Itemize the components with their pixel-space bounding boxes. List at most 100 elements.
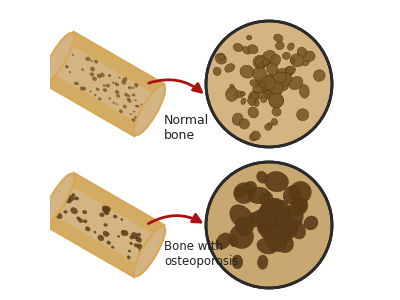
Ellipse shape [96,88,99,91]
Ellipse shape [103,231,109,237]
Ellipse shape [262,88,270,96]
Polygon shape [70,33,162,94]
Circle shape [206,162,332,288]
Ellipse shape [131,232,138,239]
Ellipse shape [278,73,292,86]
Ellipse shape [276,42,284,50]
Ellipse shape [75,196,79,200]
Ellipse shape [90,72,94,76]
Ellipse shape [230,224,254,248]
Ellipse shape [297,47,307,58]
Ellipse shape [56,213,62,219]
Ellipse shape [262,50,276,64]
Ellipse shape [78,218,83,223]
Ellipse shape [121,230,128,236]
Ellipse shape [277,206,303,230]
Ellipse shape [257,171,268,183]
Ellipse shape [100,73,104,77]
Ellipse shape [266,82,272,87]
Ellipse shape [106,241,111,245]
Ellipse shape [120,218,123,221]
Ellipse shape [265,124,272,130]
Ellipse shape [272,118,278,125]
Ellipse shape [82,87,86,90]
Ellipse shape [272,215,298,242]
Ellipse shape [121,80,126,85]
Ellipse shape [258,81,270,92]
Ellipse shape [270,54,280,66]
Ellipse shape [118,76,120,79]
Ellipse shape [94,231,96,233]
Ellipse shape [286,70,293,76]
Ellipse shape [132,93,135,96]
Ellipse shape [259,83,266,90]
Ellipse shape [128,94,130,97]
Ellipse shape [43,174,74,224]
Ellipse shape [314,70,325,81]
Ellipse shape [72,54,74,56]
Ellipse shape [234,187,245,197]
Ellipse shape [76,216,80,220]
Ellipse shape [290,58,295,63]
Ellipse shape [265,91,272,97]
Ellipse shape [272,107,281,116]
Ellipse shape [266,213,293,237]
Ellipse shape [119,110,123,113]
Ellipse shape [254,99,259,106]
Ellipse shape [134,243,138,247]
Ellipse shape [132,87,134,89]
Ellipse shape [267,63,278,75]
Ellipse shape [125,77,127,79]
Ellipse shape [111,246,114,249]
Ellipse shape [135,105,138,107]
Ellipse shape [94,60,98,64]
Ellipse shape [256,92,262,99]
Ellipse shape [112,82,114,84]
Ellipse shape [80,86,84,91]
Polygon shape [70,174,162,235]
Ellipse shape [264,211,278,225]
Ellipse shape [267,93,276,101]
Ellipse shape [43,33,74,83]
Ellipse shape [230,235,238,247]
Ellipse shape [257,238,277,254]
Ellipse shape [282,52,290,59]
Ellipse shape [264,221,276,232]
Ellipse shape [250,80,258,87]
Ellipse shape [268,122,272,128]
Ellipse shape [264,81,270,86]
Ellipse shape [72,193,75,197]
Ellipse shape [130,242,133,245]
Ellipse shape [68,195,74,201]
Ellipse shape [124,93,128,97]
Ellipse shape [246,35,252,40]
Ellipse shape [263,59,269,65]
Ellipse shape [286,66,296,74]
Ellipse shape [106,232,110,236]
Ellipse shape [239,224,252,236]
Ellipse shape [285,67,294,75]
Ellipse shape [259,191,273,206]
Ellipse shape [248,187,270,204]
Ellipse shape [290,182,311,203]
Ellipse shape [293,199,307,212]
Ellipse shape [269,94,284,108]
Ellipse shape [266,74,273,81]
Ellipse shape [134,99,137,101]
Ellipse shape [115,82,117,84]
Ellipse shape [257,214,276,236]
Ellipse shape [261,95,267,103]
Ellipse shape [65,197,72,203]
Ellipse shape [128,86,131,89]
Ellipse shape [90,67,95,71]
Ellipse shape [75,82,79,85]
Ellipse shape [260,198,285,221]
Ellipse shape [274,233,294,253]
Ellipse shape [262,88,274,98]
Ellipse shape [253,84,262,94]
Ellipse shape [241,98,246,104]
Ellipse shape [304,51,315,62]
Ellipse shape [83,219,87,223]
Ellipse shape [240,65,254,78]
Ellipse shape [127,98,131,101]
